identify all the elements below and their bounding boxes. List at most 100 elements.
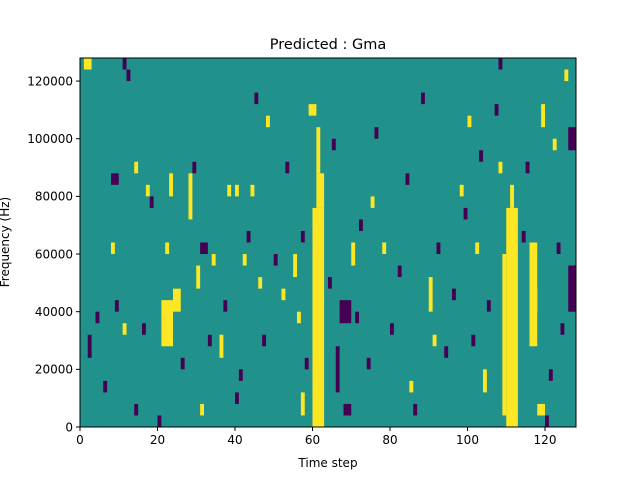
high-cell-29 <box>428 277 433 312</box>
low-cell-49 <box>548 369 553 381</box>
low-cell-26 <box>304 357 309 370</box>
low-cell-30 <box>359 219 363 231</box>
low-cell-33 <box>390 323 394 335</box>
x-tick-label: 80 <box>382 433 397 447</box>
low-cell-40 <box>452 288 456 301</box>
high-cell-14 <box>537 403 545 416</box>
low-cell-23 <box>262 334 267 347</box>
high-cell-33 <box>475 242 480 255</box>
low-cell-38 <box>436 242 441 255</box>
low-cell-24 <box>273 254 278 266</box>
low-cell-21 <box>246 230 251 243</box>
x-tick-label: 60 <box>305 433 320 447</box>
high-cell-0 <box>312 207 325 427</box>
x-tick-label: 0 <box>76 433 84 447</box>
high-cell-3 <box>308 104 317 116</box>
high-cell-37 <box>145 184 150 197</box>
low-cell-46 <box>521 230 526 243</box>
high-cell-19 <box>211 254 216 266</box>
x-tick-label: 100 <box>456 433 479 447</box>
low-cell-6 <box>568 127 576 151</box>
y-tick-label: 80000 <box>35 190 73 204</box>
low-cell-2 <box>339 300 352 324</box>
heatmap-background <box>80 58 576 427</box>
low-cell-0 <box>111 173 119 185</box>
low-cell-27 <box>328 277 332 289</box>
high-cell-12 <box>529 242 538 347</box>
x-axis: 0 20 40 60 80 100 120 <box>76 427 556 447</box>
low-cell-28 <box>331 138 336 151</box>
low-cell-43 <box>479 150 484 162</box>
low-cell-52 <box>122 58 127 70</box>
high-cell-10 <box>165 242 170 255</box>
high-cell-17 <box>188 173 193 220</box>
low-cell-53 <box>498 58 503 70</box>
high-cell-16 <box>83 58 92 70</box>
low-cell-18 <box>207 334 212 347</box>
low-cell-11 <box>126 69 131 82</box>
low-cell-45 <box>494 104 499 116</box>
low-cell-50 <box>556 242 561 255</box>
y-tick-label: 0 <box>65 420 73 434</box>
low-cell-47 <box>525 161 530 174</box>
high-cell-18 <box>196 265 201 289</box>
low-cell-22 <box>254 92 259 105</box>
y-tick-label: 120000 <box>27 74 73 88</box>
heatmap-cells <box>83 58 576 427</box>
low-cell-41 <box>463 207 468 220</box>
high-cell-7 <box>498 161 503 174</box>
high-cell-15 <box>541 104 546 128</box>
low-cell-19 <box>223 300 228 312</box>
high-cell-36 <box>134 161 139 174</box>
low-cell-25 <box>285 161 290 174</box>
low-cell-13 <box>142 323 146 335</box>
high-cell-27 <box>297 311 301 324</box>
x-axis-label: Time step <box>297 456 357 470</box>
high-cell-9 <box>173 288 181 312</box>
high-cell-30 <box>483 369 487 393</box>
high-cell-8 <box>161 300 174 347</box>
high-cell-21 <box>235 184 239 197</box>
low-cell-32 <box>374 127 379 139</box>
low-cell-54 <box>235 392 239 404</box>
high-cell-22 <box>250 184 255 197</box>
plot-frame <box>79 57 577 428</box>
high-cell-25 <box>293 254 298 278</box>
high-cell-44 <box>351 242 356 266</box>
chart-title: Predicted : Gma <box>270 37 386 53</box>
low-cell-10 <box>114 300 119 312</box>
low-cell-5 <box>568 265 576 312</box>
high-cell-38 <box>122 323 127 335</box>
low-cell-34 <box>397 265 402 278</box>
high-cell-20 <box>227 184 232 197</box>
high-cell-13 <box>533 288 538 312</box>
high-cell-46 <box>382 242 387 255</box>
low-cell-9 <box>103 380 108 393</box>
high-cell-35 <box>564 69 569 82</box>
high-cell-6 <box>510 184 515 208</box>
y-tick-label: 100000 <box>27 132 73 146</box>
low-cell-39 <box>444 346 449 358</box>
low-cell-36 <box>413 403 418 416</box>
low-cell-15 <box>157 415 162 427</box>
low-cell-14 <box>149 196 154 208</box>
high-cell-2 <box>316 127 321 174</box>
x-tick-label: 120 <box>534 433 557 447</box>
y-tick-label: 20000 <box>35 363 73 377</box>
low-cell-55 <box>300 230 305 243</box>
y-tick-label: 40000 <box>35 305 73 319</box>
high-cell-41 <box>219 334 224 358</box>
high-cell-24 <box>266 115 270 128</box>
high-cell-31 <box>459 184 464 197</box>
low-cell-51 <box>560 323 565 335</box>
low-cell-48 <box>545 415 549 427</box>
low-cell-29 <box>355 311 360 324</box>
y-tick-label: 60000 <box>35 247 73 261</box>
high-cell-47 <box>432 334 437 347</box>
low-cell-1 <box>200 242 208 255</box>
high-cell-5 <box>502 254 507 416</box>
low-cell-37 <box>421 92 425 105</box>
high-cell-11 <box>169 173 174 197</box>
y-axis: 0 20000 40000 60000 80000 100000 120000 <box>27 74 80 434</box>
high-cell-1 <box>316 173 325 208</box>
